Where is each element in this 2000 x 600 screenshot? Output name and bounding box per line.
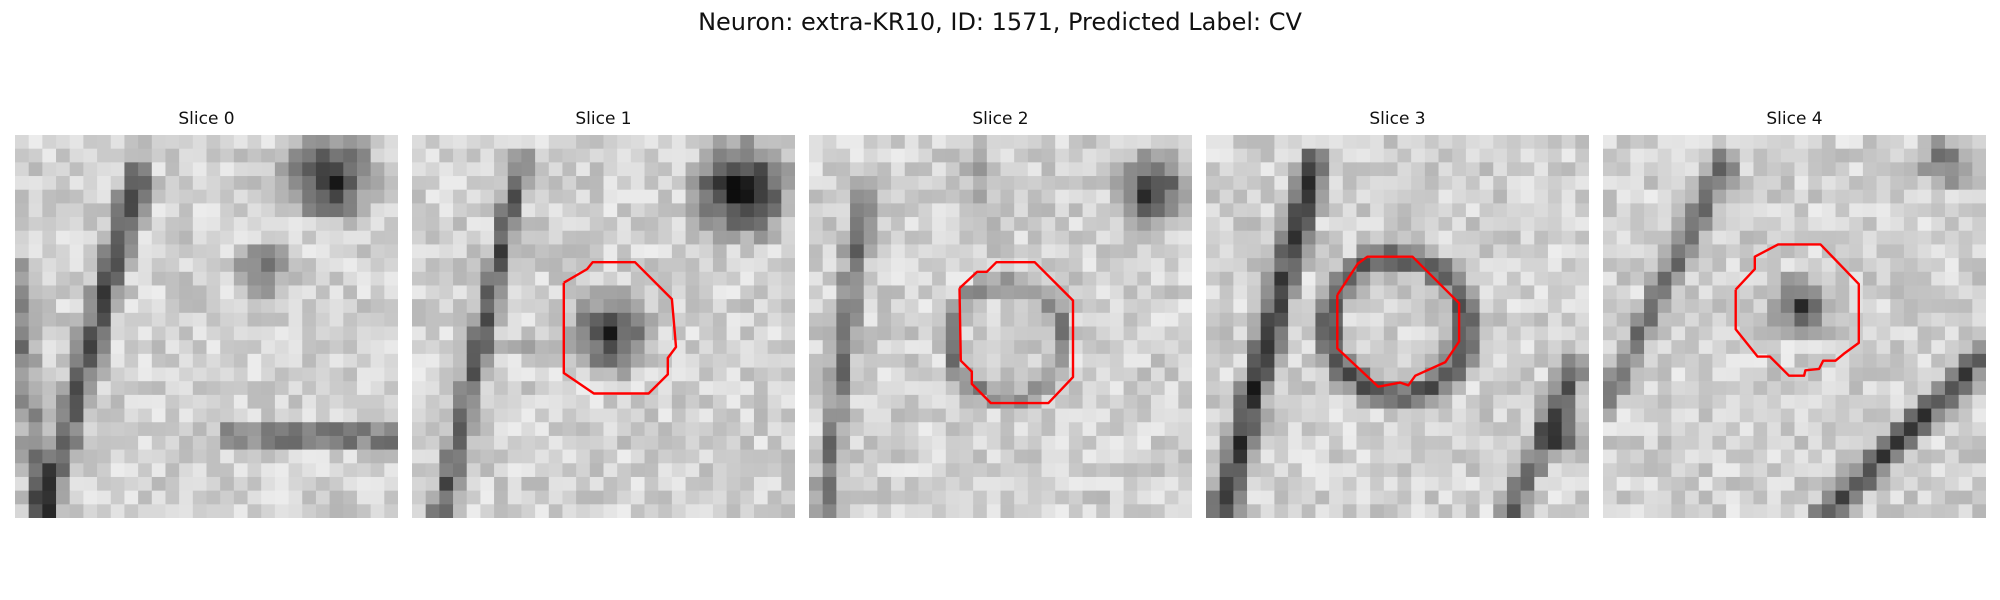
micrograph-svg [1603, 135, 1986, 518]
slice-panel-4: Slice 4 [1603, 108, 1986, 518]
slice-image [412, 135, 795, 518]
micrograph-pixels [809, 135, 1192, 518]
slice-image [15, 135, 398, 518]
cell-contour [1336, 255, 1461, 388]
slice-title: Slice 4 [1766, 109, 1823, 129]
micrograph-pixels [412, 135, 795, 518]
micrograph-pixels [1603, 135, 1986, 518]
slice-panel-0: Slice 0 [15, 108, 398, 518]
slice-title: Slice 1 [575, 109, 632, 129]
slice-image [1206, 135, 1589, 518]
micrograph-pixels [15, 135, 398, 518]
slice-title: Slice 2 [972, 109, 1029, 129]
slice-panel-3: Slice 3 [1206, 108, 1589, 518]
slice-panel-1: Slice 1 [412, 108, 795, 518]
figure-title: Neuron: extra-KR10, ID: 1571, Predicted … [698, 8, 1302, 36]
cell-contour [958, 260, 1075, 405]
micrograph-svg [1206, 135, 1589, 518]
slice-title: Slice 3 [1369, 109, 1426, 129]
cell-contour [1734, 243, 1861, 377]
slice-title: Slice 0 [178, 109, 235, 129]
cell-contour [562, 260, 678, 395]
micrograph-svg [15, 135, 398, 518]
micrograph-svg [809, 135, 1192, 518]
slice-image [809, 135, 1192, 518]
micrograph-pixels [1206, 135, 1589, 518]
micrograph-svg [412, 135, 795, 518]
slice-image [1603, 135, 1986, 518]
slice-panel-2: Slice 2 [809, 108, 1192, 518]
